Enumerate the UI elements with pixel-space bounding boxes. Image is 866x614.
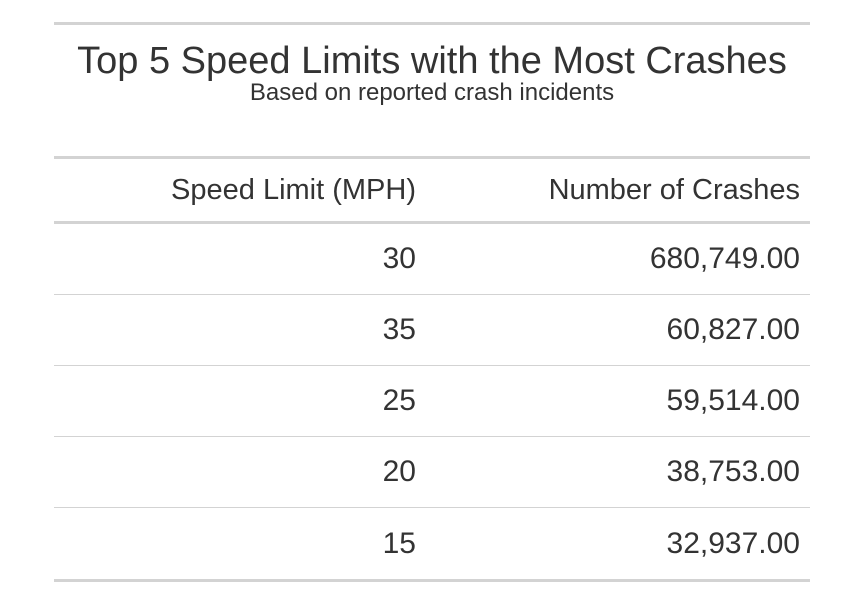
cell-crashes: 59,514.00: [666, 384, 800, 417]
column-header-crashes: Number of Crashes: [548, 173, 800, 206]
crash-table: Top 5 Speed Limits with the Most Crashes…: [54, 22, 810, 582]
cell-crashes: 60,827.00: [666, 313, 800, 346]
header-rule: [54, 221, 810, 224]
cell-speed-limit: 20: [382, 455, 416, 488]
cell-crashes: 680,749.00: [649, 242, 800, 275]
top-rule: [54, 22, 810, 25]
table-row: 20 38,753.00: [54, 437, 810, 508]
cell-speed-limit: 15: [382, 526, 416, 560]
column-header-row: Speed Limit (MPH) Number of Crashes: [54, 159, 810, 221]
bottom-rule: [54, 579, 810, 582]
title-rule: [54, 156, 810, 159]
table-subtitle: Based on reported crash incidents: [249, 79, 615, 106]
table-row: 30 680,749.00: [54, 224, 810, 295]
table-subtitle-wrap: Based on reported crash incidents: [54, 80, 810, 130]
table-body: 30 680,749.00 35 60,827.00 25 59,514.00 …: [54, 224, 810, 579]
cell-speed-limit: 25: [382, 384, 416, 417]
column-header-speed-limit: Speed Limit (MPH): [171, 173, 416, 206]
cell-speed-limit: 35: [382, 313, 416, 346]
cell-crashes: 38,753.00: [666, 455, 800, 488]
cell-speed-limit: 30: [382, 242, 416, 275]
table-title: Top 5 Speed Limits with the Most Crashes: [77, 40, 787, 82]
table-row: 15 32,937.00: [54, 508, 810, 579]
table-row: 35 60,827.00: [54, 295, 810, 366]
table-row: 25 59,514.00: [54, 366, 810, 437]
cell-crashes: 32,937.00: [666, 526, 800, 560]
